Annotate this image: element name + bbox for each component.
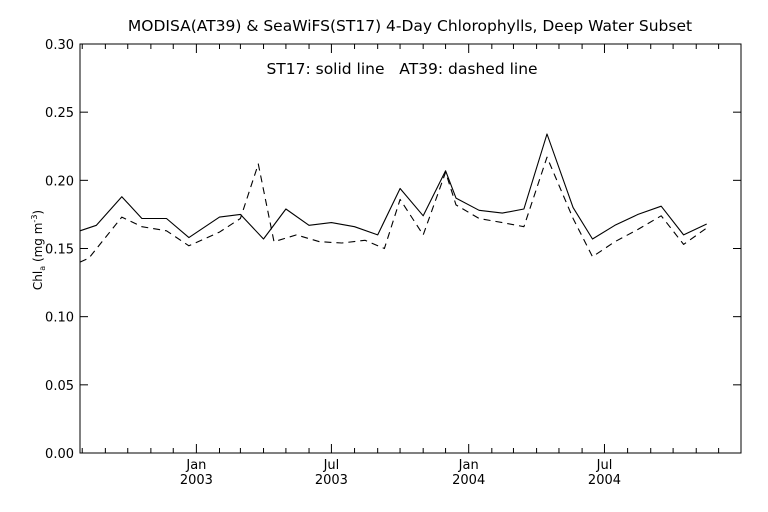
series-line-at39 <box>79 156 708 263</box>
x-tick-year: 2004 <box>588 473 621 488</box>
series-lines <box>79 133 708 263</box>
chart-title: MODISA(AT39) & SeaWiFS(ST17) 4-Day Chlor… <box>128 17 692 35</box>
y-tick-label: 0.15 <box>45 243 74 258</box>
y-tick-label: 0.25 <box>45 106 74 121</box>
y-axis-label-subscript: a <box>38 266 47 271</box>
x-tick-year: 2003 <box>315 473 348 488</box>
y-axis-label-close: ) <box>31 210 45 215</box>
y-tick-label: 0.20 <box>45 174 74 189</box>
x-tick-year: 2004 <box>452 473 485 488</box>
plot-frame <box>79 43 742 454</box>
x-tick-year: 2003 <box>180 473 213 488</box>
x-tick-month: Jul <box>323 458 340 473</box>
y-tick-label: 0.10 <box>45 311 74 326</box>
y-axis-label: Chla (mg m-3) <box>30 210 47 290</box>
x-tick-month: Jan <box>458 458 479 473</box>
y-axis-label-main: Chl <box>31 271 45 290</box>
x-tick-month: Jul <box>596 458 613 473</box>
y-tick-label: 0.30 <box>45 38 74 53</box>
y-axis-label-superscript: -3 <box>30 215 39 223</box>
series-line-st17 <box>79 133 707 240</box>
y-axis-label-unit: (mg m <box>31 223 45 266</box>
x-tick-month: Jan <box>185 458 206 473</box>
y-tick-label: 0.05 <box>45 379 74 394</box>
axes: 0.000.050.100.150.200.250.30Jan2003Jul20… <box>45 38 742 488</box>
y-tick-label: 0.00 <box>45 447 74 462</box>
legend-annotation: ST17: solid line AT39: dashed line <box>266 60 537 78</box>
